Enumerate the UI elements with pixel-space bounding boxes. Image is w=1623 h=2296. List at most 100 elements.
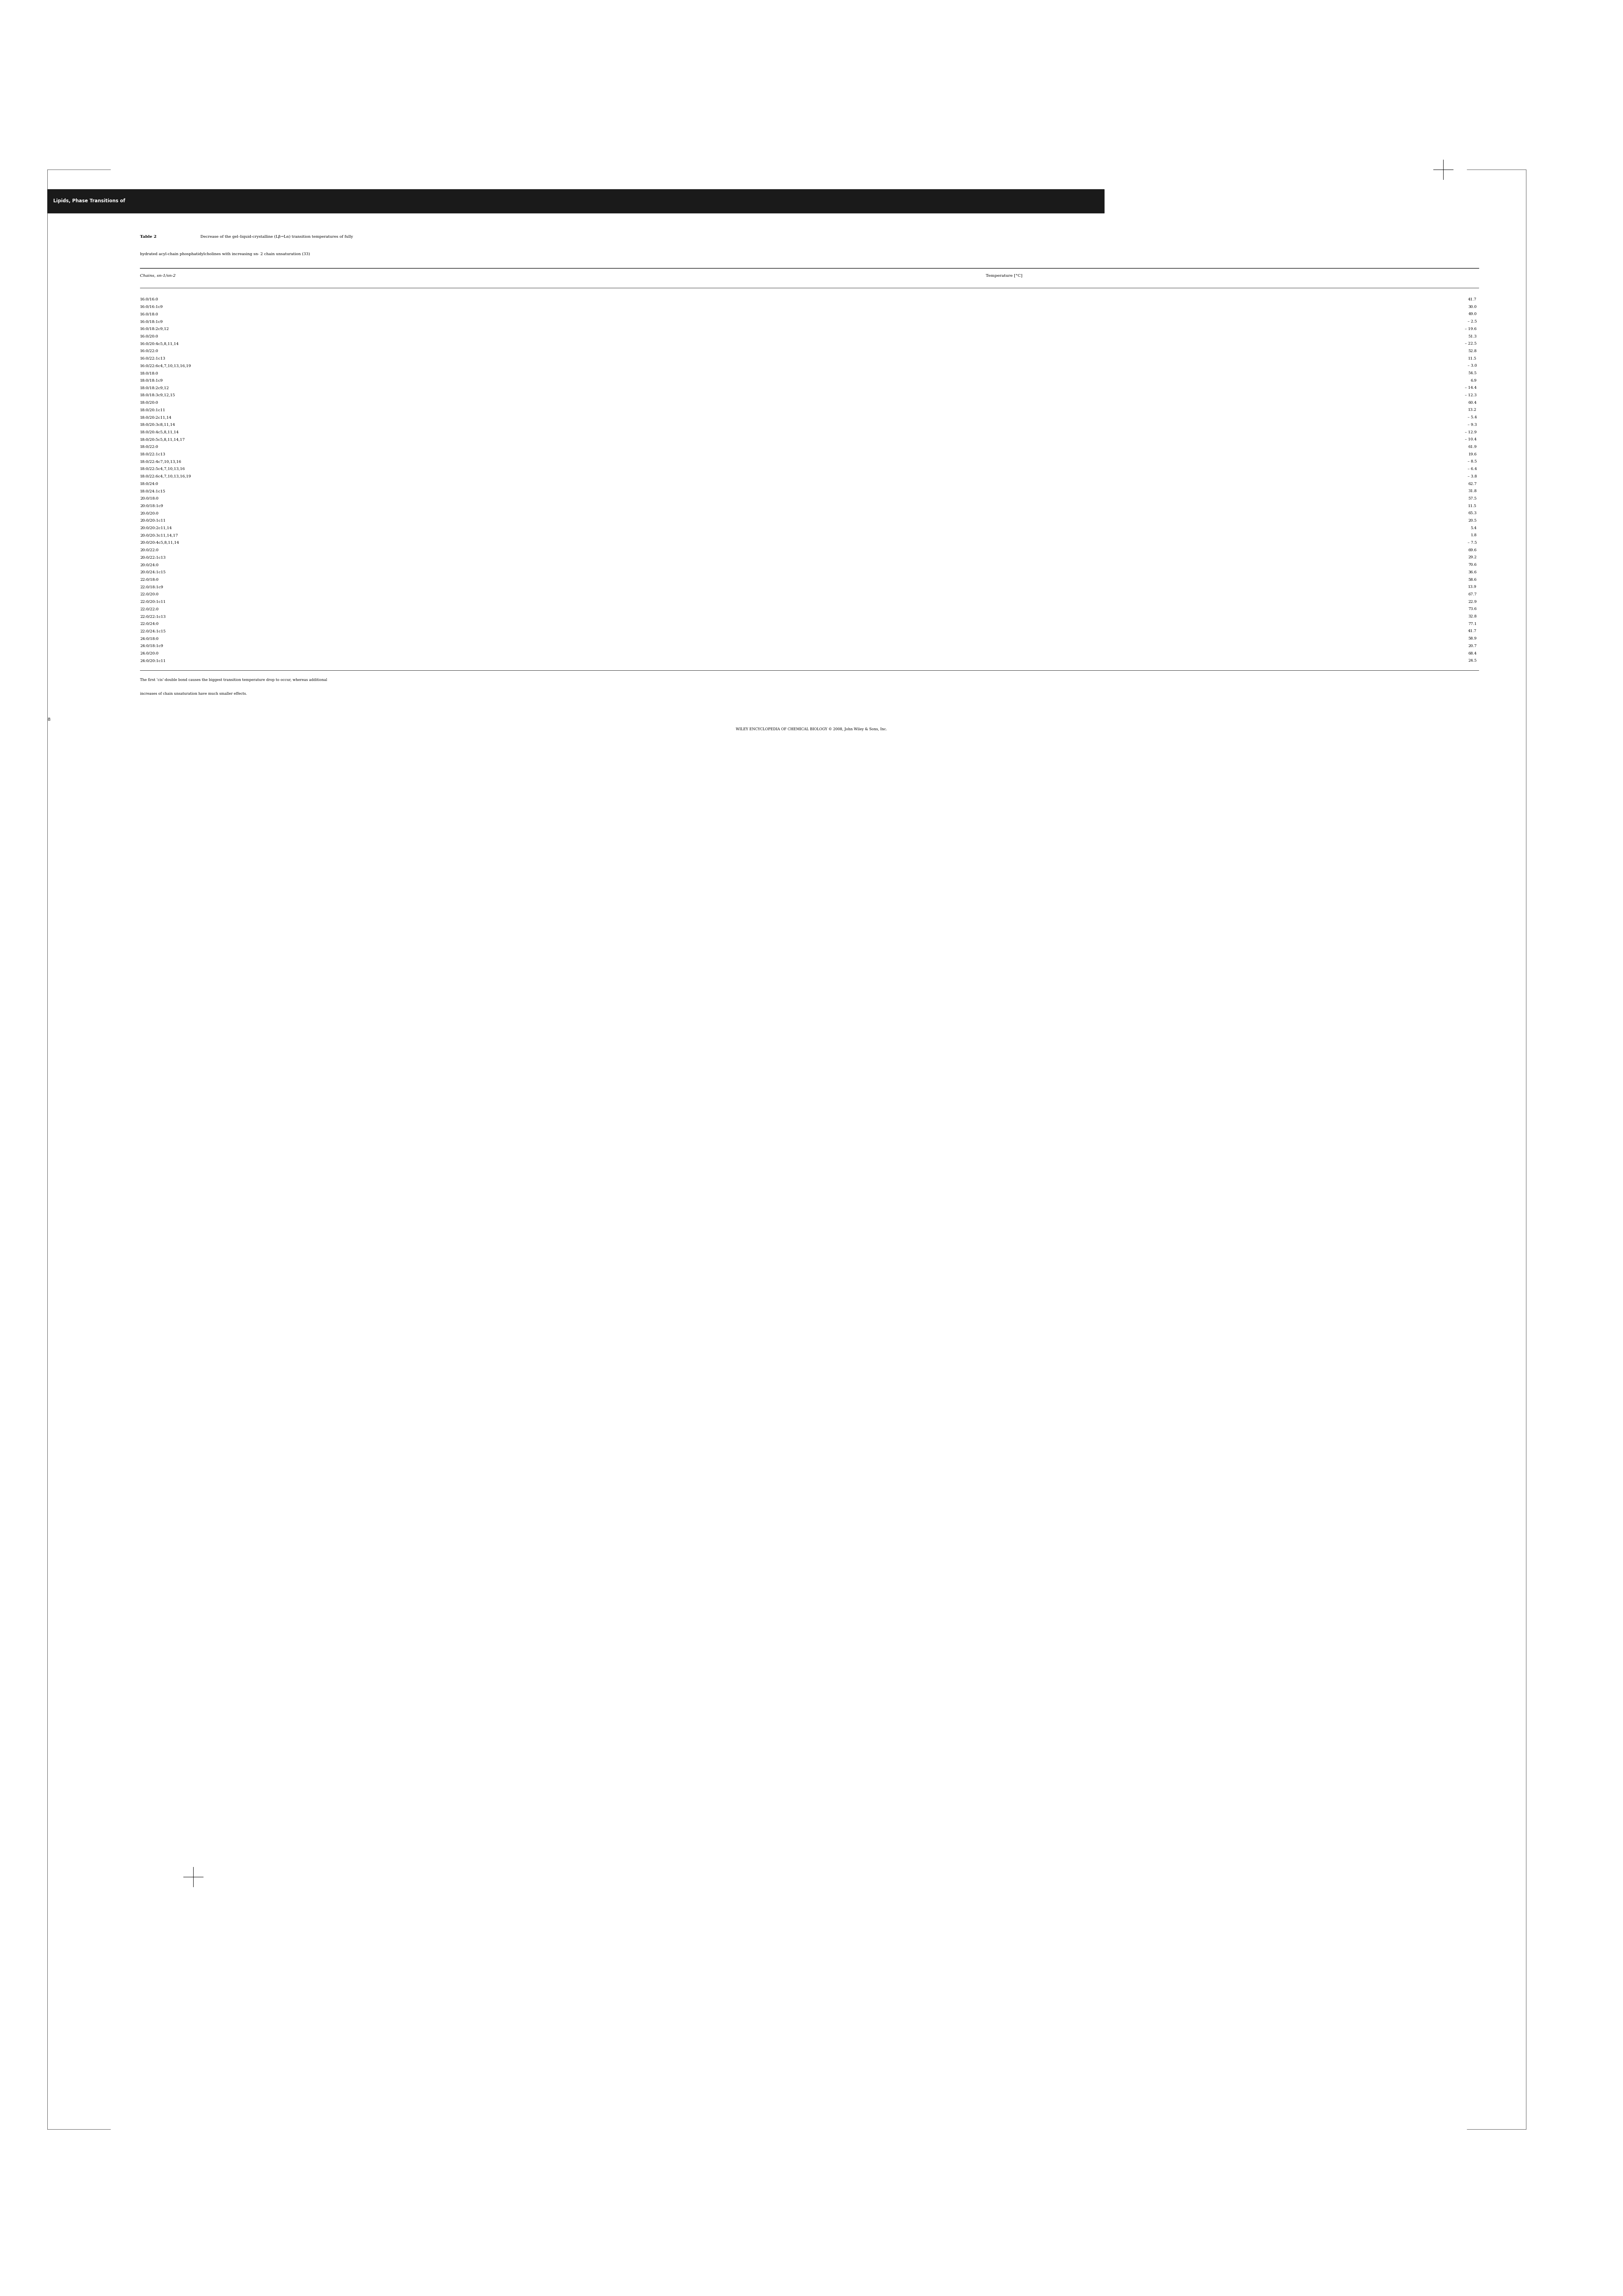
Text: 49.0: 49.0 (1469, 312, 1477, 317)
Text: WILEY ENCYCLOPEDIA OF CHEMICAL BIOLOGY © 2008, John Wiley & Sons, Inc.: WILEY ENCYCLOPEDIA OF CHEMICAL BIOLOGY ©… (735, 728, 888, 730)
Text: 22:0/18:0: 22:0/18:0 (140, 579, 159, 581)
Text: 61.9: 61.9 (1469, 445, 1477, 448)
Text: 68.4: 68.4 (1469, 652, 1477, 654)
Text: – 6.4: – 6.4 (1467, 468, 1477, 471)
Text: 58.6: 58.6 (1469, 579, 1477, 581)
Text: 51.3: 51.3 (1469, 335, 1477, 338)
Text: 13.9: 13.9 (1469, 585, 1477, 588)
Text: 62.7: 62.7 (1469, 482, 1477, 484)
Text: 20:0/22:0: 20:0/22:0 (140, 549, 159, 551)
Text: 16:0/20:0: 16:0/20:0 (140, 335, 159, 338)
Text: 77.1: 77.1 (1469, 622, 1477, 627)
Text: – 14.4: – 14.4 (1466, 386, 1477, 390)
Text: 65.3: 65.3 (1469, 512, 1477, 514)
Text: Decrease of the gel–liquid-crystalline (Lβ→Lα) transition temperatures of fully: Decrease of the gel–liquid-crystalline (… (200, 234, 354, 239)
Text: 18:0/22:1c13: 18:0/22:1c13 (140, 452, 166, 457)
Text: Temperature [°C]: Temperature [°C] (985, 273, 1022, 278)
Text: – 22.5: – 22.5 (1466, 342, 1477, 344)
Text: 18:0/22:5c4,7,10,13,16: 18:0/22:5c4,7,10,13,16 (140, 468, 185, 471)
Text: 20.5: 20.5 (1469, 519, 1477, 523)
Text: 16:0/18:2c9,12: 16:0/18:2c9,12 (140, 328, 169, 331)
Text: – 8.5: – 8.5 (1467, 459, 1477, 464)
Text: 31.8: 31.8 (1469, 489, 1477, 494)
Text: – 12.3: – 12.3 (1466, 393, 1477, 397)
Text: 22:0/22:0: 22:0/22:0 (140, 608, 159, 611)
Text: – 3.0: – 3.0 (1467, 365, 1477, 367)
Text: 18:0/24:0: 18:0/24:0 (140, 482, 159, 484)
Text: 20:0/20:0: 20:0/20:0 (140, 512, 159, 514)
Text: – 9.3: – 9.3 (1467, 422, 1477, 427)
Text: 18:0/18:3c9,12,15: 18:0/18:3c9,12,15 (140, 393, 175, 397)
Text: 73.6: 73.6 (1469, 608, 1477, 611)
Text: 1.8: 1.8 (1470, 533, 1477, 537)
Text: 54.5: 54.5 (1469, 372, 1477, 374)
Text: 20:0/18:0: 20:0/18:0 (140, 496, 159, 501)
Text: 16:0/22:6c4,7,10,13,16,19: 16:0/22:6c4,7,10,13,16,19 (140, 365, 192, 367)
Text: – 5.4: – 5.4 (1467, 416, 1477, 420)
Text: 22:0/20:0: 22:0/20:0 (140, 592, 159, 597)
Text: 18:0/20:0: 18:0/20:0 (140, 402, 159, 404)
Text: 24:0/20:0: 24:0/20:0 (140, 652, 159, 654)
Text: increases of chain unsaturation have much smaller effects.: increases of chain unsaturation have muc… (140, 691, 247, 696)
Text: 30.0: 30.0 (1469, 305, 1477, 308)
Text: 22:0/24:0: 22:0/24:0 (140, 622, 159, 627)
Text: 16:0/22:0: 16:0/22:0 (140, 349, 159, 354)
Text: – 2.5: – 2.5 (1467, 319, 1477, 324)
Text: 22:0/20:1c11: 22:0/20:1c11 (140, 599, 166, 604)
Text: 70.6: 70.6 (1469, 563, 1477, 567)
Text: 5.4: 5.4 (1470, 526, 1477, 530)
Text: 11.5: 11.5 (1469, 356, 1477, 360)
Text: 20.7: 20.7 (1469, 645, 1477, 647)
Text: 18:0/20:3c8,11,14: 18:0/20:3c8,11,14 (140, 422, 175, 427)
Text: 22:0/18:1c9: 22:0/18:1c9 (140, 585, 162, 588)
Text: 20:0/20:2c11,14: 20:0/20:2c11,14 (140, 526, 172, 530)
Text: – 19.6: – 19.6 (1466, 328, 1477, 331)
Text: 32.8: 32.8 (1469, 615, 1477, 618)
Text: 18:0/20:4c5,8,11,14: 18:0/20:4c5,8,11,14 (140, 429, 179, 434)
Text: 18:0/24:1c15: 18:0/24:1c15 (140, 489, 166, 494)
Text: 16:0/22:1c13: 16:0/22:1c13 (140, 356, 166, 360)
Text: 16:0/18:0: 16:0/18:0 (140, 312, 159, 317)
Text: 20:0/18:1c9: 20:0/18:1c9 (140, 505, 162, 507)
Text: – 12.9: – 12.9 (1466, 429, 1477, 434)
Text: 18:0/20:5c5,8,11,14,17: 18:0/20:5c5,8,11,14,17 (140, 439, 185, 441)
Text: 8: 8 (47, 719, 50, 721)
Text: 24:0/18:1c9: 24:0/18:1c9 (140, 645, 162, 647)
Text: 69.6: 69.6 (1469, 549, 1477, 551)
Text: 18:0/22:0: 18:0/22:0 (140, 445, 159, 448)
Text: 41.7: 41.7 (1469, 629, 1477, 634)
Text: 24:0/18:0: 24:0/18:0 (140, 636, 159, 641)
Text: 60.4: 60.4 (1469, 402, 1477, 404)
Text: 16:0/16:1c9: 16:0/16:1c9 (140, 305, 162, 308)
Text: 16:0/18:1c9: 16:0/18:1c9 (140, 319, 162, 324)
Text: 18:0/18:2c9,12: 18:0/18:2c9,12 (140, 386, 169, 390)
Text: 24.5: 24.5 (1469, 659, 1477, 664)
Text: 20:0/20:1c11: 20:0/20:1c11 (140, 519, 166, 523)
Text: – 3.8: – 3.8 (1467, 475, 1477, 478)
Text: 24:0/20:1c11: 24:0/20:1c11 (140, 659, 166, 664)
Text: 6.9: 6.9 (1470, 379, 1477, 383)
Text: 67.7: 67.7 (1469, 592, 1477, 597)
Text: 29.2: 29.2 (1469, 556, 1477, 560)
Text: 18:0/18:1c9: 18:0/18:1c9 (140, 379, 162, 383)
Text: Chains, sn-1/sn-2: Chains, sn-1/sn-2 (140, 273, 175, 278)
Text: 57.5: 57.5 (1469, 496, 1477, 501)
Text: 52.8: 52.8 (1469, 349, 1477, 354)
Text: 18:0/18:0: 18:0/18:0 (140, 372, 159, 374)
Text: 19.6: 19.6 (1469, 452, 1477, 457)
Text: 16:0/16:0: 16:0/16:0 (140, 298, 159, 301)
Text: Lipids, Phase Transitions of: Lipids, Phase Transitions of (54, 197, 125, 204)
Text: hydrated acyl-chain phosphatidylcholines with increasing sn- 2 chain unsaturatio: hydrated acyl-chain phosphatidylcholines… (140, 253, 310, 255)
Text: 22:0/22:1c13: 22:0/22:1c13 (140, 615, 166, 618)
Text: 11.5: 11.5 (1469, 505, 1477, 507)
Text: 20:0/24:0: 20:0/24:0 (140, 563, 159, 567)
Text: 13.2: 13.2 (1469, 409, 1477, 411)
Text: 18:0/22:6c4,7,10,13,16,19: 18:0/22:6c4,7,10,13,16,19 (140, 475, 192, 478)
Bar (47, 188, 1104, 214)
Text: 18:0/20:2c11,14: 18:0/20:2c11,14 (140, 416, 172, 420)
Text: 20:0/20:3c11,14,17: 20:0/20:3c11,14,17 (140, 533, 179, 537)
Text: 20:0/22:1c13: 20:0/22:1c13 (140, 556, 166, 560)
Text: The first ‘cis’-double bond causes the biggest transition temperature drop to oc: The first ‘cis’-double bond causes the b… (140, 677, 328, 682)
Text: – 7.5: – 7.5 (1467, 542, 1477, 544)
Text: 41.7: 41.7 (1469, 298, 1477, 301)
